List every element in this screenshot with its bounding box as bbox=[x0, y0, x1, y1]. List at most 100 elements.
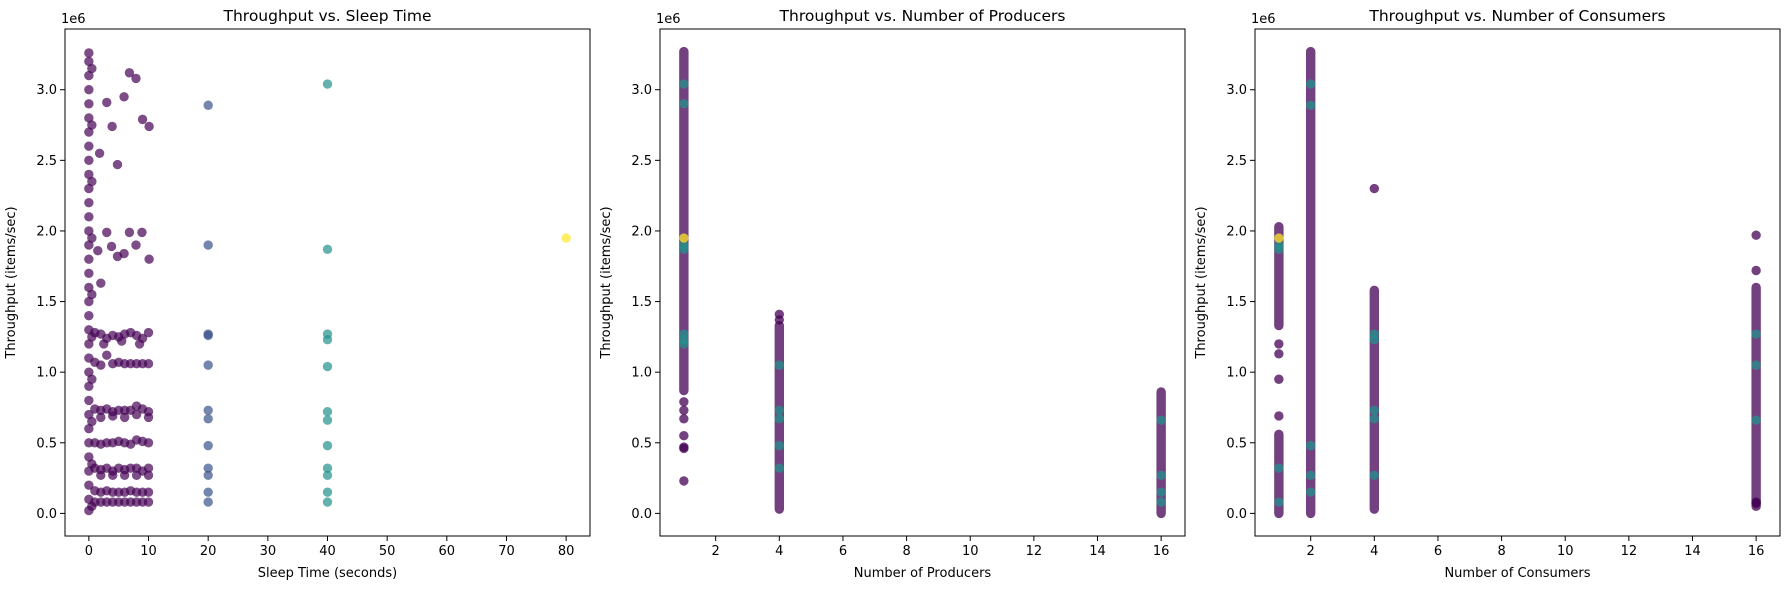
data-point bbox=[1274, 339, 1284, 349]
axes-frame bbox=[1254, 28, 1781, 537]
data-point bbox=[107, 121, 117, 132]
data-point bbox=[1369, 334, 1380, 345]
data-point bbox=[774, 440, 785, 451]
data-point bbox=[203, 414, 213, 424]
y-tick-label: 2.0 bbox=[631, 224, 652, 239]
y-tick-label: 3.0 bbox=[1226, 83, 1247, 98]
data-point bbox=[112, 159, 123, 170]
data-point bbox=[84, 183, 94, 194]
data-point bbox=[1751, 497, 1761, 507]
data-point bbox=[203, 470, 213, 480]
data-point bbox=[679, 233, 689, 243]
data-point bbox=[679, 443, 689, 454]
data-point bbox=[1369, 470, 1380, 480]
data-point bbox=[84, 268, 94, 279]
data-point bbox=[87, 374, 97, 384]
data-point bbox=[116, 336, 127, 346]
data-point bbox=[84, 296, 94, 307]
data-point bbox=[203, 330, 213, 341]
y-tick-label: 2.0 bbox=[36, 224, 57, 239]
y-axis-multiplier: 1e6 bbox=[1251, 12, 1276, 27]
axes-frame bbox=[64, 28, 591, 537]
data-point bbox=[87, 233, 97, 243]
y-tick-label: 1.5 bbox=[1226, 295, 1247, 310]
data-point bbox=[131, 409, 142, 420]
x-tick-label: 20 bbox=[200, 544, 217, 559]
data-point bbox=[87, 289, 97, 300]
data-point bbox=[774, 414, 785, 424]
data-point bbox=[131, 73, 141, 84]
data-point bbox=[144, 121, 154, 132]
data-point bbox=[322, 361, 333, 372]
axes-frame bbox=[659, 28, 1186, 537]
data-point bbox=[143, 487, 154, 497]
y-tick-label: 3.0 bbox=[631, 83, 652, 98]
data-point bbox=[1305, 487, 1316, 497]
data-point bbox=[84, 381, 94, 392]
data-point bbox=[84, 198, 94, 208]
data-point bbox=[96, 470, 106, 480]
data-point bbox=[679, 405, 689, 416]
data-point bbox=[679, 244, 689, 255]
data-point bbox=[87, 120, 97, 130]
chart-title: Throughput vs. Number of Consumers bbox=[1368, 7, 1665, 25]
data-point bbox=[84, 99, 94, 109]
x-tick-label: 0 bbox=[85, 544, 93, 559]
y-tick-label: 1.5 bbox=[631, 295, 652, 310]
chart-title: Throughput vs. Sleep Time bbox=[223, 7, 432, 25]
data-point bbox=[322, 470, 333, 480]
data-point bbox=[1274, 497, 1284, 507]
data-point bbox=[84, 212, 94, 222]
data-point bbox=[119, 470, 130, 480]
x-tick-label: 4 bbox=[775, 544, 783, 559]
data-point bbox=[102, 350, 112, 360]
data-point bbox=[84, 48, 94, 58]
data-point bbox=[119, 412, 130, 423]
data-point bbox=[322, 244, 333, 255]
data-point bbox=[1305, 470, 1316, 480]
x-tick-label: 80 bbox=[558, 544, 575, 559]
data-point bbox=[84, 141, 94, 151]
data-point bbox=[203, 440, 213, 451]
data-point bbox=[87, 176, 97, 187]
x-tick-label: 50 bbox=[379, 544, 396, 559]
data-point bbox=[93, 246, 103, 256]
data-point bbox=[1274, 233, 1284, 243]
x-tick-label: 60 bbox=[439, 544, 456, 559]
data-point bbox=[322, 487, 333, 497]
data-point bbox=[94, 148, 105, 158]
data-point bbox=[84, 70, 94, 81]
data-point bbox=[134, 339, 145, 349]
x-tick-label: 8 bbox=[902, 544, 910, 559]
data-point bbox=[84, 85, 94, 95]
y-tick-label: 0.0 bbox=[631, 507, 652, 522]
data-point bbox=[108, 411, 118, 421]
data-point bbox=[1369, 405, 1380, 416]
x-tick-label: 2 bbox=[712, 544, 720, 559]
x-tick-label: 10 bbox=[1557, 544, 1574, 559]
data-point bbox=[84, 226, 94, 236]
data-point bbox=[143, 470, 154, 480]
data-point bbox=[84, 367, 94, 377]
data-point bbox=[322, 407, 333, 417]
data-point bbox=[1156, 497, 1166, 507]
data-point bbox=[102, 227, 112, 238]
data-point bbox=[1274, 244, 1284, 255]
x-tick-label: 6 bbox=[1434, 544, 1442, 559]
data-point bbox=[1369, 183, 1380, 194]
y-tick-label: 1.0 bbox=[1226, 366, 1247, 381]
data-point bbox=[1751, 360, 1761, 370]
point-column bbox=[1751, 282, 1761, 512]
data-point bbox=[774, 315, 785, 325]
data-point bbox=[143, 497, 154, 507]
x-tick-label: 16 bbox=[1153, 544, 1170, 559]
y-tick-label: 2.5 bbox=[36, 154, 57, 169]
data-point bbox=[203, 497, 213, 507]
data-point bbox=[561, 233, 571, 243]
x-tick-label: 14 bbox=[1684, 544, 1701, 559]
data-point bbox=[203, 405, 213, 416]
point-column bbox=[679, 46, 689, 396]
data-point bbox=[1305, 440, 1316, 451]
data-point bbox=[322, 79, 333, 89]
